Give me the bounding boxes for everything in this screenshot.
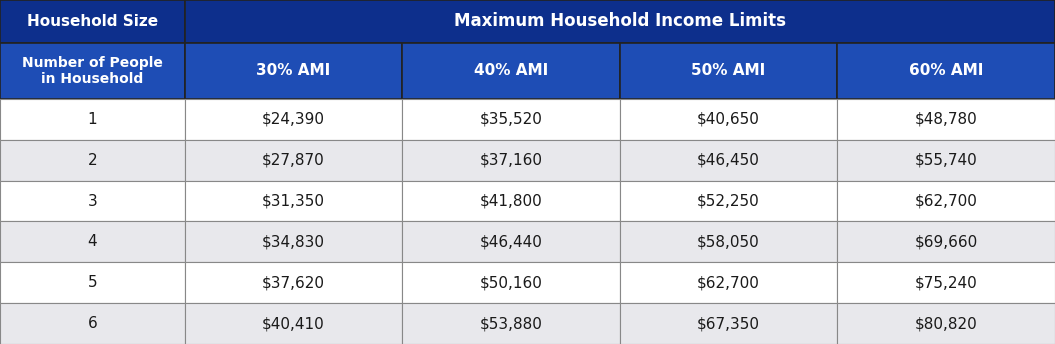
- Bar: [0, 0, 185, 43]
- Text: $40,410: $40,410: [262, 316, 325, 331]
- Text: $62,700: $62,700: [697, 275, 760, 290]
- Text: $24,390: $24,390: [262, 112, 325, 127]
- Bar: [185, 262, 402, 303]
- Text: $69,660: $69,660: [915, 234, 978, 249]
- Text: $27,870: $27,870: [262, 153, 325, 168]
- Bar: [620, 181, 838, 222]
- Bar: [838, 303, 1055, 344]
- Text: 40% AMI: 40% AMI: [474, 63, 549, 78]
- Bar: [0, 262, 185, 303]
- Text: $62,700: $62,700: [915, 194, 978, 208]
- Bar: [838, 222, 1055, 262]
- Text: $48,780: $48,780: [915, 112, 978, 127]
- Text: $46,440: $46,440: [480, 234, 542, 249]
- Text: $34,830: $34,830: [262, 234, 325, 249]
- Bar: [185, 43, 402, 99]
- Text: 60% AMI: 60% AMI: [909, 63, 983, 78]
- Text: Number of People
in Household: Number of People in Household: [22, 56, 162, 86]
- Text: $40,650: $40,650: [697, 112, 760, 127]
- Bar: [620, 222, 838, 262]
- Bar: [838, 262, 1055, 303]
- Bar: [620, 140, 838, 181]
- Text: $67,350: $67,350: [697, 316, 760, 331]
- Bar: [185, 222, 402, 262]
- Bar: [402, 43, 620, 99]
- Bar: [838, 181, 1055, 222]
- Text: $55,740: $55,740: [915, 153, 978, 168]
- Bar: [402, 99, 620, 140]
- Text: 4: 4: [88, 234, 97, 249]
- Text: Household Size: Household Size: [26, 14, 158, 29]
- Bar: [185, 0, 1055, 43]
- Text: 30% AMI: 30% AMI: [256, 63, 330, 78]
- Text: 5: 5: [88, 275, 97, 290]
- Bar: [620, 303, 838, 344]
- Bar: [402, 262, 620, 303]
- Bar: [0, 222, 185, 262]
- Text: 50% AMI: 50% AMI: [691, 63, 766, 78]
- Text: 2: 2: [88, 153, 97, 168]
- Bar: [838, 43, 1055, 99]
- Bar: [0, 140, 185, 181]
- Text: $75,240: $75,240: [915, 275, 978, 290]
- Bar: [0, 99, 185, 140]
- Bar: [185, 181, 402, 222]
- Text: $46,450: $46,450: [697, 153, 760, 168]
- Text: $80,820: $80,820: [915, 316, 978, 331]
- Bar: [0, 303, 185, 344]
- Bar: [402, 140, 620, 181]
- Text: $50,160: $50,160: [480, 275, 542, 290]
- Bar: [620, 262, 838, 303]
- Text: $37,620: $37,620: [262, 275, 325, 290]
- Bar: [402, 222, 620, 262]
- Bar: [402, 181, 620, 222]
- Bar: [838, 99, 1055, 140]
- Bar: [185, 303, 402, 344]
- Text: $31,350: $31,350: [262, 194, 325, 208]
- Bar: [185, 140, 402, 181]
- Text: $52,250: $52,250: [697, 194, 760, 208]
- Text: 6: 6: [88, 316, 97, 331]
- Text: Maximum Household Income Limits: Maximum Household Income Limits: [454, 12, 786, 31]
- Bar: [838, 140, 1055, 181]
- Text: 3: 3: [88, 194, 97, 208]
- Text: $35,520: $35,520: [480, 112, 542, 127]
- Text: $58,050: $58,050: [697, 234, 760, 249]
- Bar: [402, 303, 620, 344]
- Text: 1: 1: [88, 112, 97, 127]
- Bar: [620, 43, 838, 99]
- Text: $37,160: $37,160: [480, 153, 542, 168]
- Bar: [0, 43, 185, 99]
- Text: $53,880: $53,880: [480, 316, 542, 331]
- Bar: [0, 181, 185, 222]
- Bar: [185, 99, 402, 140]
- Bar: [620, 99, 838, 140]
- Text: $41,800: $41,800: [480, 194, 542, 208]
